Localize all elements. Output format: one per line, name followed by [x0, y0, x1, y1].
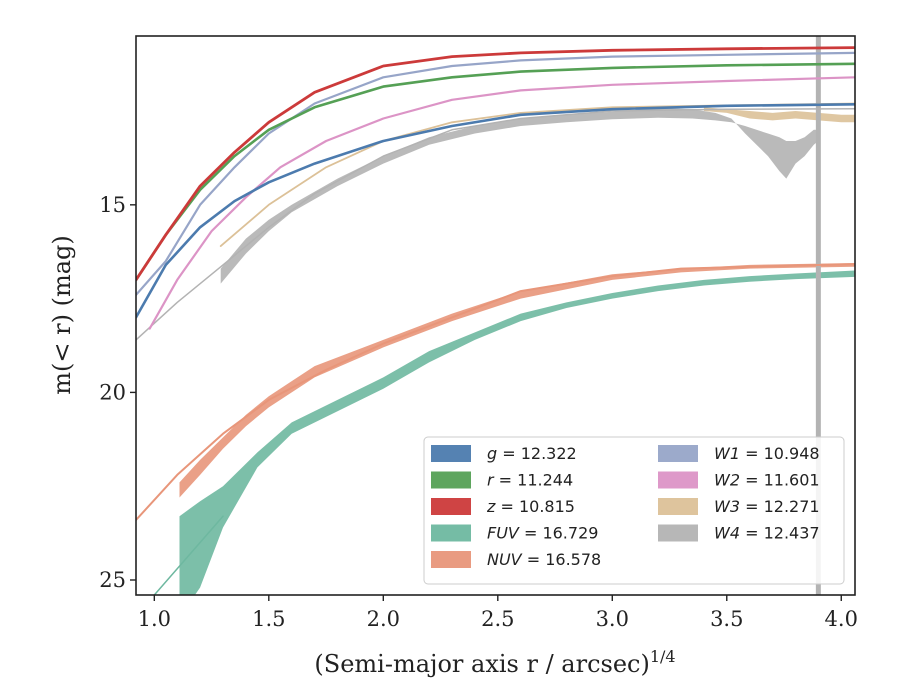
legend-label-w1: W1 = 10.948 — [714, 444, 820, 463]
legend-value: = 12.271 — [740, 497, 820, 516]
legend-swatch-w2 — [658, 471, 698, 489]
legend-value: = 11.601 — [740, 471, 820, 490]
x-tick-label: 3.5 — [710, 607, 743, 631]
legend-band: W1 — [714, 444, 740, 463]
legend-band: W3 — [714, 497, 740, 516]
x-axis-label-superscript: 1/4 — [650, 647, 676, 666]
legend-value: = 12.437 — [740, 524, 820, 543]
series-line-r — [136, 62, 855, 282]
legend-label-r: r = 11.244 — [487, 471, 573, 490]
series-line-w4 — [136, 108, 855, 341]
series-line-w2 — [148, 76, 855, 330]
y-tick-label: 20 — [99, 380, 126, 404]
legend-swatch-r — [431, 471, 471, 489]
legend-band: z — [486, 497, 496, 516]
legend-band: r — [487, 471, 495, 490]
legend-label-fuv: FUV = 16.729 — [487, 524, 598, 543]
y-tick-label: 15 — [99, 193, 126, 217]
legend-swatch-w3 — [658, 498, 698, 515]
legend-swatch-z — [431, 498, 471, 515]
legend-label-z: z = 10.815 — [486, 497, 575, 516]
legend-label-nuv: NUV = 16.578 — [487, 550, 601, 569]
legend-value: = 10.948 — [740, 444, 820, 463]
legend-swatch-w4 — [658, 524, 698, 542]
x-tick-label: 4.0 — [825, 607, 858, 631]
x-axis-label: (Semi-major axis r / arcsec)1/4 — [314, 647, 675, 678]
legend-value: = 16.578 — [522, 550, 602, 569]
legend-band: W2 — [714, 471, 740, 490]
legend-label-w2: W2 = 11.601 — [714, 471, 820, 490]
legend-swatch-g — [431, 445, 471, 462]
series-line-w3 — [219, 102, 855, 248]
plot-area — [136, 36, 855, 595]
legend-value: = 10.815 — [495, 497, 575, 516]
legend-band: FUV — [487, 524, 520, 543]
legend-frame — [423, 436, 845, 585]
series-line-z — [136, 46, 855, 282]
legend-swatch-w1 — [658, 445, 698, 462]
series-line-w1 — [136, 51, 855, 296]
legend-band: NUV — [487, 550, 523, 569]
legend-value: = 11.244 — [494, 471, 574, 490]
x-tick-label: 1.5 — [252, 607, 285, 631]
legend-value: = 16.729 — [519, 524, 599, 543]
legend-swatch-fuv — [431, 524, 471, 542]
axis-ticks: 1.0 1.5 2.0 2.5 3.0 3.5 4.0 15 20 25 — [99, 193, 858, 631]
series-line-fuv — [153, 515, 224, 595]
x-tick-label: 2.5 — [481, 607, 514, 631]
legend-label-g: g = 12.322 — [487, 444, 577, 463]
legend-value: = 12.322 — [497, 444, 577, 463]
legend-label-w3: W3 = 12.271 — [714, 497, 820, 516]
x-tick-label: 2.0 — [367, 607, 400, 631]
series-line-g — [136, 103, 855, 319]
x-tick-label: 1.0 — [138, 607, 171, 631]
y-tick-label: 25 — [99, 568, 126, 592]
legend-label-w4: W4 = 12.437 — [714, 524, 820, 543]
y-axis-label: m(< r) (mag) — [48, 235, 76, 394]
legend-band: W4 — [714, 524, 740, 543]
plot-frame — [135, 35, 856, 596]
legend-band: g — [487, 444, 497, 463]
legend-swatch-nuv — [431, 551, 471, 568]
series-line-nuv — [136, 263, 855, 521]
x-axis-label-main: (Semi-major axis r / arcsec) — [314, 650, 649, 678]
x-tick-label: 3.0 — [596, 607, 629, 631]
